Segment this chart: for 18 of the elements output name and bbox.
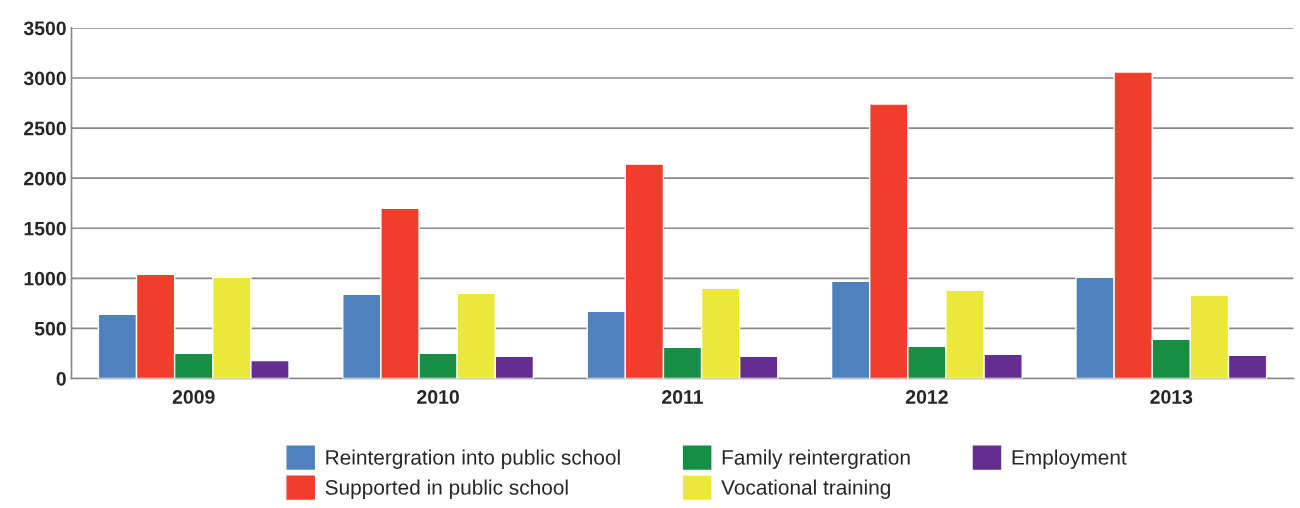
legend-label: Supported in public school bbox=[325, 479, 568, 499]
x-tick-label: 2013 bbox=[1150, 390, 1193, 404]
legend-label: Reintergration into public school bbox=[326, 449, 620, 469]
legend-label: Vocational training bbox=[721, 479, 891, 499]
x-tick-label: 2010 bbox=[417, 390, 459, 404]
y-tick-label: 1000 bbox=[24, 271, 66, 286]
y-tick-label: 2000 bbox=[24, 171, 66, 186]
x-tick-label: 2012 bbox=[905, 390, 948, 404]
y-tick-label: 500 bbox=[34, 321, 66, 336]
y-tick-label: 2500 bbox=[24, 121, 66, 136]
y-tick-label: 0 bbox=[56, 371, 66, 386]
legend-label: Employment bbox=[1012, 449, 1127, 469]
y-tick-label: 3500 bbox=[23, 21, 66, 36]
x-tick-label: 2009 bbox=[172, 390, 215, 404]
y-tick-label: 3000 bbox=[23, 71, 66, 86]
legend-label: Family reintergration bbox=[722, 449, 910, 469]
y-tick-label: 1500 bbox=[24, 221, 66, 236]
x-tick-label: 2011 bbox=[662, 390, 704, 404]
